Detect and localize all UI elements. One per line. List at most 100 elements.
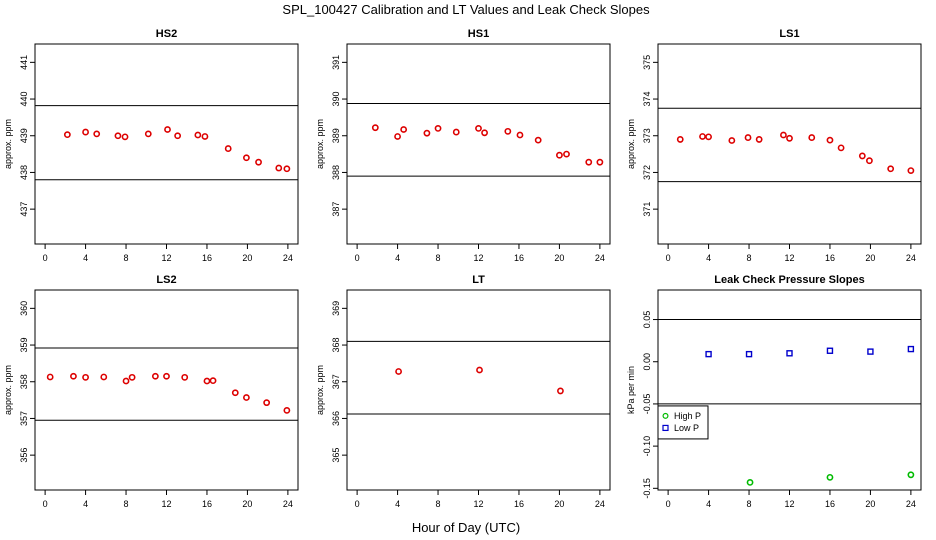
ls2-y-tick-label: 356 [19,448,29,463]
lt-x-tick-label: 16 [514,499,524,509]
hs2-point-calibration [283,165,291,173]
hs2-point-calibration [82,128,89,136]
hs2-point-calibration [194,131,202,139]
figure-x-axis-label: Hour of Day (UTC) [412,520,520,535]
hs1-plot-frame [346,43,611,245]
ls2-point-calibration [243,394,250,401]
leak-check-pressure-slopes-y-tick-label: -0.15 [642,478,652,499]
ls1-y-axis-label: approx. ppm [626,119,636,169]
ls2-point-calibration [82,373,89,381]
leak-check-pressure-slopes-point-high-p [826,473,834,481]
hs1-point-calibration [481,129,488,137]
lt-y-tick-label: 365 [331,448,341,463]
hs1-point-calibration [434,125,442,132]
hs1-x-tick-label: 16 [514,253,524,263]
hs2-x-tick-label: 4 [83,253,88,263]
hs2-x-tick-label: 24 [283,253,293,263]
leak-check-pressure-slopes-point-high-p [907,471,915,479]
hs1-panel-title: HS1 [468,28,489,40]
hs1-x-tick-label: 8 [436,253,441,263]
ls2-point-calibration [263,399,271,407]
lt-plot-frame [346,289,611,491]
ls2-point-calibration [181,373,189,381]
ls1-point-calibration [808,134,816,141]
hs2-x-tick-label: 12 [161,253,171,263]
hs2-y-tick-label: 439 [19,128,29,143]
ls2-x-tick-label: 0 [43,499,48,509]
ls1-y-tick-label: 373 [642,128,652,143]
leak-check-pressure-slopes-y-tick-label: 0.05 [642,311,652,329]
hs2-point-calibration [93,130,101,138]
ls2-point-calibration [203,377,211,385]
hs2-y-tick-label: 438 [19,165,29,180]
ls1-y-tick-label: 374 [642,92,652,107]
hs1-y-tick-label: 389 [331,128,341,143]
ls2-x-tick-label: 24 [283,499,293,509]
hs1-x-tick-label: 0 [355,253,360,263]
hs2-point-calibration [121,133,129,141]
hs1-x-tick-label: 20 [554,253,564,263]
ls2-point-calibration [151,372,159,380]
hs2-x-tick-label: 20 [242,253,252,263]
ls1-x-tick-label: 16 [825,253,835,263]
ls1-point-calibration [887,165,895,173]
ls1-point-calibration [744,134,752,141]
ls1-x-tick-label: 0 [666,253,671,263]
hs1-point-calibration [394,133,401,140]
ls1-y-tick-label: 371 [642,202,652,217]
leak-check-pressure-slopes-y-tick-label: 0.00 [642,353,652,371]
legend-box [657,405,709,440]
hs1-point-calibration [423,129,431,137]
leak-check-pressure-slopes-point-low-p [907,345,915,353]
ls2-y-axis-label: approx. ppm [3,365,13,415]
ls2-y-tick-label: 358 [19,374,29,389]
hs1-point-calibration [475,125,482,132]
hs1-y-axis-label: approx. ppm [315,119,325,169]
leak-check-pressure-slopes-point-low-p [826,347,834,354]
ls1-panel-title: LS1 [779,28,799,40]
ls1-point-calibration [676,136,684,143]
lt-x-tick-label: 12 [473,499,483,509]
hs1-y-tick-label: 388 [331,165,341,180]
ls2-point-calibration [122,377,130,385]
leak-check-pressure-slopes-x-tick-label: 12 [784,499,794,509]
lt-y-axis-label: approx. ppm [315,365,325,415]
ls2-point-calibration [128,373,136,381]
hs1-point-calibration [504,127,512,135]
lt-x-tick-label: 8 [436,499,441,509]
ls2-x-tick-label: 20 [242,499,252,509]
ls2-x-tick-label: 4 [83,499,88,509]
ls1-x-tick-label: 24 [906,253,916,263]
hs2-point-calibration [174,132,182,140]
hs1-point-calibration [556,151,563,159]
ls2-x-tick-label: 16 [202,499,212,509]
ls2-x-tick-label: 8 [124,499,129,509]
hs2-point-calibration [164,126,171,133]
ls1-point-calibration [755,136,763,143]
hs2-x-tick-label: 16 [202,253,212,263]
lt-x-tick-label: 0 [355,499,360,509]
panel-ls2: LS2 0 4 8 12 16 20 24 356 357 358 359 360 approx. ppm [3,274,299,509]
ls2-point-calibration [231,389,239,397]
leak-check-pressure-slopes-x-tick-label: 8 [747,499,752,509]
ls2-point-calibration [163,372,170,380]
hs1-y-tick-label: 387 [331,202,341,217]
ls1-x-tick-label: 12 [784,253,794,263]
lt-point-calibration [557,387,564,395]
lt-x-tick-label: 4 [395,499,400,509]
ls2-point-calibration [70,372,77,380]
hs1-point-calibration [452,128,460,136]
hs2-x-tick-label: 8 [124,253,129,263]
panel-hs2: HS2 0 4 8 12 16 20 24 437 438 439 440 441 approx. ppm [3,28,299,263]
hs1-y-tick-label: 391 [331,55,341,70]
hs1-point-calibration [563,150,570,158]
ls1-point-calibration [786,134,793,142]
leak-check-pressure-slopes-x-tick-label: 0 [666,499,671,509]
lt-panel-title: LT [472,274,485,286]
leak-check-pressure-slopes-x-tick-label: 16 [825,499,835,509]
legend-label-low-p: Low P [674,423,699,433]
hs1-point-calibration [371,124,379,132]
ls2-y-tick-label: 357 [19,411,29,426]
lt-point-calibration [476,366,483,374]
